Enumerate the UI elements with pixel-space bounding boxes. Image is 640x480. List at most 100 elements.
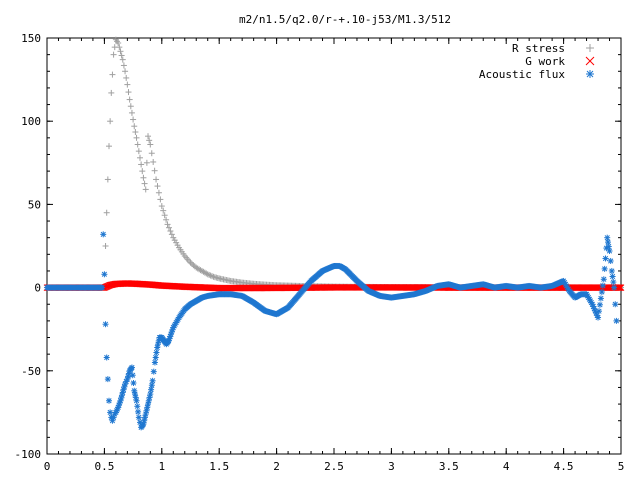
data-point (602, 255, 609, 262)
data-point (607, 257, 614, 264)
legend-label: R stress (512, 42, 565, 55)
data-point (616, 284, 624, 291)
data-point (143, 159, 150, 166)
data-point (596, 301, 603, 308)
data-point (133, 134, 140, 141)
data-point (604, 239, 611, 246)
data-point (203, 270, 210, 277)
data-point (130, 380, 137, 387)
x-tick-label: 2.5 (324, 460, 344, 473)
data-point (158, 203, 165, 210)
data-point (128, 109, 135, 116)
data-point (168, 231, 175, 238)
x-tick-label: 0 (44, 460, 51, 473)
data-point (167, 331, 174, 338)
x-tick-label: 4.5 (554, 460, 574, 473)
data-point (152, 354, 159, 361)
data-point (153, 176, 160, 183)
data-point (103, 354, 110, 361)
series-layer (43, 36, 625, 431)
data-point (134, 141, 141, 148)
data-point (119, 389, 126, 396)
data-point (136, 154, 143, 161)
data-point (132, 129, 139, 136)
data-point (606, 247, 613, 254)
data-point (133, 397, 140, 404)
x-tick-label: 1 (158, 460, 165, 473)
data-point (110, 51, 117, 58)
data-point (155, 189, 162, 196)
data-point (204, 271, 211, 278)
legend-label: G work (525, 55, 565, 68)
data-point (611, 284, 618, 291)
data-point (165, 224, 172, 231)
data-point (118, 52, 125, 59)
data-point (146, 137, 153, 144)
data-point (141, 180, 148, 187)
data-point (105, 397, 112, 404)
data-point (209, 273, 216, 280)
data-point (157, 196, 164, 203)
data-point (601, 265, 608, 272)
data-point (617, 284, 625, 291)
data-point (604, 234, 611, 241)
data-point (151, 359, 158, 366)
data-point (150, 368, 157, 375)
data-point (107, 118, 114, 125)
data-point (129, 372, 136, 379)
data-point (104, 376, 111, 383)
data-point (108, 89, 115, 96)
data-point (127, 103, 134, 110)
data-point (148, 150, 155, 157)
data-point (115, 39, 122, 46)
x-tick-label: 3.5 (439, 460, 459, 473)
data-point (102, 321, 109, 328)
ticks-layer: 0 0.5 1 1.5 2 2.5 3 3.5 4 4.5 5 150 100 50 0 -50 -100 (15, 32, 625, 473)
data-point (207, 272, 214, 279)
legend-marker (585, 56, 595, 66)
data-point (102, 243, 109, 249)
data-point (148, 386, 155, 393)
data-point (147, 141, 154, 148)
y-tick-label: 150 (21, 32, 41, 45)
data-point (99, 284, 106, 291)
data-point (160, 207, 167, 214)
data-point (139, 168, 146, 175)
data-point (150, 158, 157, 165)
data-point (147, 391, 154, 398)
data-point (126, 96, 133, 103)
data-point (600, 276, 607, 283)
data-point (615, 284, 623, 291)
data-point (597, 295, 604, 302)
x-tick-label: 0.5 (94, 460, 114, 473)
data-point (128, 364, 135, 371)
data-point (608, 267, 615, 274)
data-point (164, 221, 171, 228)
data-point (109, 71, 116, 78)
data-point (612, 301, 619, 308)
data-point (104, 176, 111, 183)
data-point (131, 123, 138, 130)
data-point (116, 44, 123, 51)
data-point (149, 377, 156, 384)
data-point (167, 228, 174, 235)
data-point (595, 314, 602, 321)
data-point (140, 174, 147, 181)
data-point (122, 68, 129, 75)
data-point (135, 148, 142, 155)
data-point (206, 271, 213, 278)
data-point (598, 289, 605, 296)
x-tick-label: 2 (273, 460, 280, 473)
data-point (163, 216, 170, 223)
data-point (134, 403, 141, 410)
y-tick-label: 100 (21, 115, 41, 128)
x-tick-label: 4 (503, 460, 510, 473)
data-point (148, 382, 155, 389)
data-point (105, 143, 112, 150)
data-point (595, 308, 602, 315)
data-point (119, 56, 126, 63)
y-tick-label: -100 (15, 448, 42, 461)
